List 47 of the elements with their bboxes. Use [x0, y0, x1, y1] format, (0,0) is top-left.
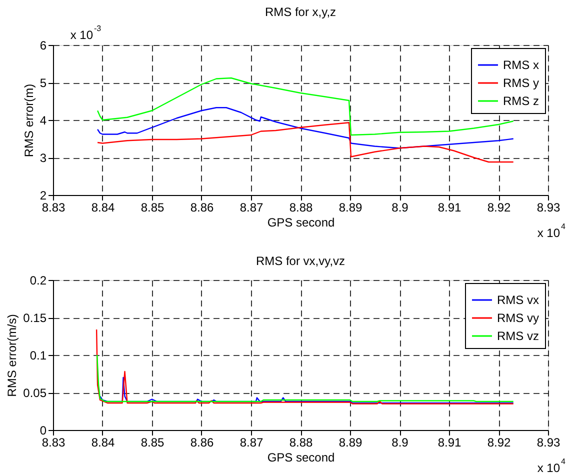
y-tick-label: 0: [40, 424, 47, 438]
y-tick-label: 0.05: [23, 386, 47, 400]
x-tick-label: 8.88: [289, 200, 313, 214]
line-series: [96, 107, 514, 149]
x-tick-label: 8.93: [536, 436, 560, 450]
y-axis-title: RMS error(m/s): [5, 314, 20, 397]
x-tick-label: 8.86: [190, 436, 214, 450]
x-axis-title: GPS second: [267, 216, 335, 230]
x-tick-label: 8.92: [487, 436, 511, 450]
y-tick-label: 4: [40, 114, 47, 128]
chart-title: RMS for x,y,z: [264, 5, 336, 19]
x-tick-label: 8.84: [91, 436, 115, 450]
legend-label: RMS y: [503, 76, 539, 90]
x-axis-title: GPS second: [267, 450, 335, 464]
x-tick-label: 8.9: [392, 200, 409, 214]
y-axis-title: RMS error(m): [22, 84, 36, 158]
y-tick-label: 0.2: [30, 274, 47, 288]
x-tick-label: 8.88: [289, 436, 313, 450]
x-tick-label: 8.9: [392, 436, 409, 450]
x-tick-label: 8.89: [338, 200, 362, 214]
x-tick-label: 8.91: [438, 436, 462, 450]
x-tick-label: 8.89: [338, 436, 362, 450]
line-series: [96, 122, 514, 163]
y-tick-label: 2: [40, 188, 47, 202]
chart-title: RMS for vx,vy,vz: [256, 254, 346, 268]
y-tick-label: 5: [40, 76, 47, 90]
x-tick-label: 8.84: [91, 200, 115, 214]
x-tick-label: 8.91: [438, 200, 462, 214]
x-tick-label: 8.92: [487, 200, 511, 214]
y-tick-label: 6: [40, 38, 47, 52]
legend-label: RMS x: [503, 58, 539, 72]
x-tick-label: 8.83: [42, 200, 66, 214]
x-tick-label: 8.87: [240, 436, 264, 450]
legend-label: RMS vy: [497, 311, 539, 325]
legend-label: RMS vx: [497, 293, 539, 307]
legend-label: RMS vz: [497, 329, 539, 343]
x-tick-label: 8.85: [140, 436, 164, 450]
y-tick-label: 0.1: [30, 348, 47, 362]
x-tick-label: 8.86: [190, 200, 214, 214]
legend-label: RMS z: [503, 94, 539, 108]
y-tick-label: 3: [40, 151, 47, 165]
x-tick-label: 8.85: [140, 200, 164, 214]
y-tick-label: 0.15: [23, 311, 47, 325]
x-tick-label: 8.87: [240, 200, 264, 214]
x-tick-label: 8.83: [42, 436, 66, 450]
x-tick-label: 8.93: [536, 200, 560, 214]
line-series: [96, 354, 514, 402]
